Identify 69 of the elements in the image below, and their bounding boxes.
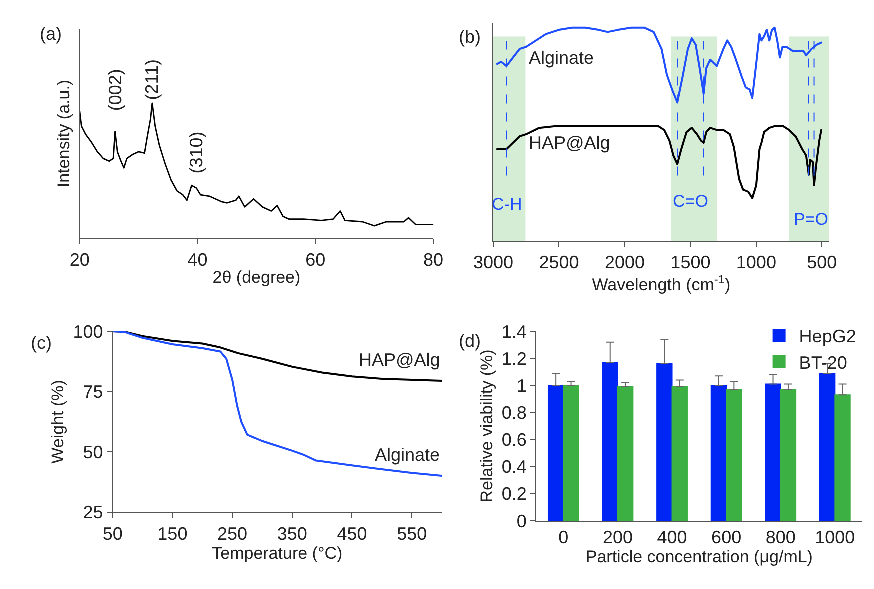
bar [726,389,742,521]
x-tick-label: 500 [807,252,838,273]
x-tick-label: 50 [102,524,123,544]
x-tick-label: 600 [712,528,742,548]
bar [819,372,836,521]
series-label: Alginate [529,48,594,68]
legend-label: HepG2 [799,326,856,346]
series-label: Alginate [375,445,440,465]
bar [765,384,782,521]
annotation: C=O [673,192,708,211]
y-tick-label: 0.8 [502,402,527,423]
bar [548,385,564,521]
chart-title: (a) [40,24,62,44]
y-tick-label: 1 [516,376,527,396]
y-tick-label: 25 [83,502,104,523]
bar [563,385,580,521]
chart-title: (c) [31,333,52,353]
x-tick-label: 350 [277,524,308,544]
x-tick-label: 2000 [604,252,645,273]
y-tick-label: 50 [83,442,104,462]
x-tick-label: 80 [424,250,444,270]
x-tick-label: 550 [397,524,428,544]
annotation: (002) [105,69,126,112]
x-tick-label: 1500 [670,252,711,273]
chart-title: (b) [459,27,481,47]
series-label: HAP@Alg [359,350,440,370]
y-axis-title: Intensity (a.u.) [54,80,74,188]
bar [617,386,634,521]
y-tick-label: 1.2 [502,348,527,369]
bar [602,362,618,521]
x-tick-label: 1000 [736,252,776,273]
y-tick-label: 0.4 [502,457,527,478]
annotation: P=O [794,210,828,229]
annotation: (310) [186,132,206,174]
line-series [112,331,442,477]
y-tick-label: 1.4 [502,322,527,342]
series-label: HAP@Alg [529,133,610,153]
y-tick-label: 75 [83,382,104,402]
bar [710,385,728,521]
bar [656,363,673,521]
x-tick-label: 2500 [539,252,580,273]
x-tick-label: 1000 [815,528,856,548]
x-tick-label: 40 [188,250,208,270]
x-axis-title: Particle concentration (μg/mL) [586,548,813,567]
y-tick-label: 0.2 [502,484,527,504]
legend-label: BT-20 [799,352,848,373]
x-tick-label: 150 [158,524,188,544]
chart-title: (d) [459,331,481,351]
y-axis-title: Weight (%) [48,380,68,464]
x-axis-title: Temperature (°C) [212,544,343,564]
text: (211) [142,60,162,100]
y-tick-label: 0.6 [502,430,527,450]
x-axis-title: 2θ (degree) [212,268,301,288]
x-tick-label: 450 [337,524,368,544]
x-tick-label: 250 [218,524,248,544]
x-axis-title: Wavelength (cm$^{-1}$) [592,272,731,295]
bar [834,394,851,521]
x-tick-label: 0 [558,528,569,548]
y-axis-title: Relative viability (%) [477,350,496,503]
bar [672,386,688,521]
x-tick-label: 60 [306,250,326,270]
x-tick-label: 20 [70,250,90,270]
x-tick-label: 800 [766,528,796,548]
x-tick-label: 3000 [473,252,514,273]
x-tick-label: 200 [602,528,633,548]
x-tick-label: 400 [657,528,688,548]
y-tick-label: 0 [516,511,527,532]
y-tick-label: 100 [73,322,104,342]
bar [780,389,797,521]
